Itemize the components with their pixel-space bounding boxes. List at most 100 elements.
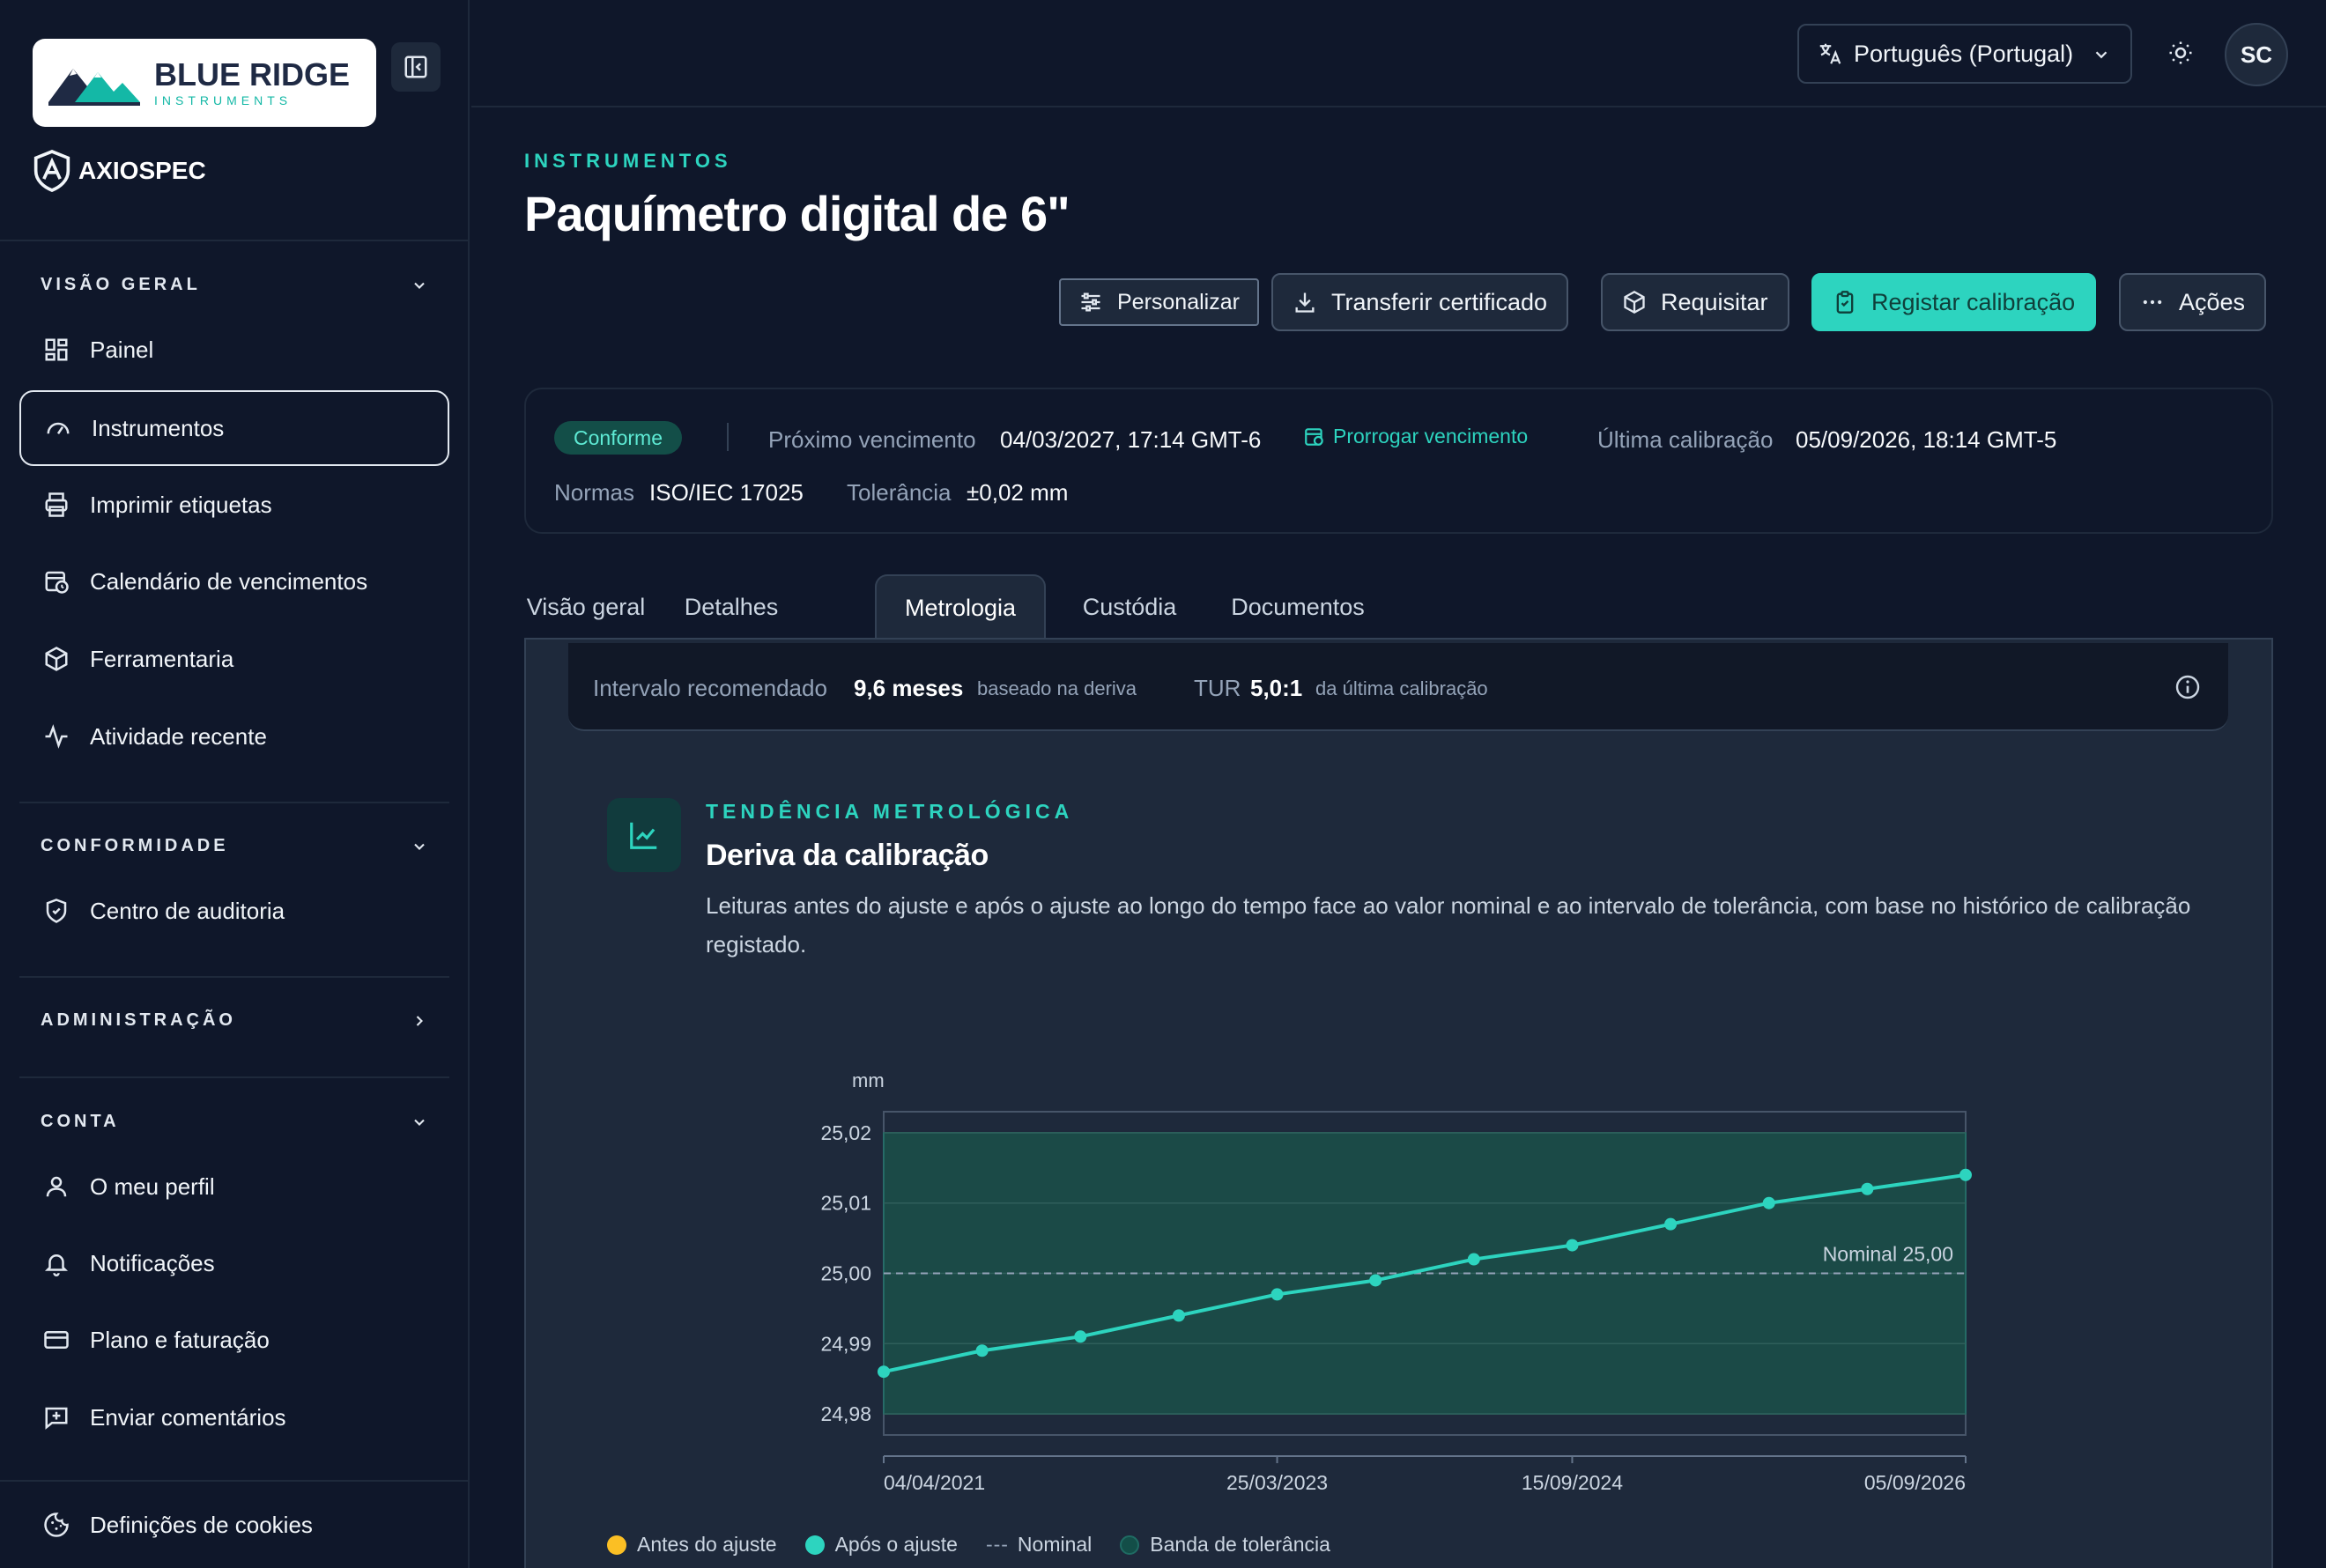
section-toggle-compliance[interactable]: CONFORMIDADE (41, 836, 428, 856)
shield-check-icon (41, 895, 72, 927)
cookie-icon (41, 1509, 72, 1541)
credit-card-icon (41, 1324, 72, 1356)
x-tick-label: 15/09/2024 (1522, 1471, 1623, 1494)
product-name: AXIOSPEC (78, 157, 206, 184)
interval-label: Intervalo recomendado (593, 675, 827, 701)
info-icon[interactable] (2174, 673, 2202, 701)
sidebar-item-comentarios[interactable]: Enviar comentários (19, 1379, 449, 1455)
tab-bar: Visão geral Detalhes Metrologia Custódia… (524, 574, 2273, 640)
sidebar-item-label: Ferramentaria (90, 645, 234, 672)
divider (19, 976, 449, 978)
button-label: Requisitar (1661, 288, 1768, 315)
sidebar-item-imprimir[interactable]: Imprimir etiquetas (19, 467, 449, 543)
theme-toggle-button[interactable] (2163, 35, 2198, 70)
package-icon (41, 643, 72, 675)
activity-icon (41, 721, 72, 752)
legend-label: Nominal (1017, 1533, 1093, 1556)
legend-swatch (1120, 1535, 1140, 1555)
sidebar-item-instrumentos[interactable]: Instrumentos (19, 390, 449, 466)
breadcrumb[interactable]: INSTRUMENTOS (524, 150, 732, 172)
chevron-down-icon (414, 282, 425, 289)
last-calibration-label: Última calibração (1597, 426, 1774, 453)
sidebar-item-cookies[interactable]: Definições de cookies (19, 1487, 449, 1563)
sidebar-item-ferramentaria[interactable]: Ferramentaria (19, 621, 449, 697)
calendar-clock-icon (41, 566, 72, 597)
sun-icon (2169, 41, 2192, 64)
y-tick-label: 25,01 (820, 1192, 871, 1215)
sidebar-item-painel[interactable]: Painel (19, 312, 449, 388)
sidebar-item-notificacoes[interactable]: Notificações (19, 1225, 449, 1301)
legend-label: Antes do ajuste (637, 1533, 777, 1556)
divider (19, 1076, 449, 1078)
brand-name: BLUE RIDGE (154, 56, 351, 92)
sidebar-item-label: Centro de auditoria (90, 897, 285, 924)
collapse-sidebar-button[interactable] (391, 42, 441, 92)
section-title: CONTA (41, 1112, 120, 1131)
legend-item-after[interactable]: Após o ajuste (804, 1533, 958, 1557)
sidebar-item-label: Plano e faturação (90, 1326, 270, 1353)
tab-metrologia[interactable]: Metrologia (875, 574, 1046, 640)
tab-documentos[interactable]: Documentos (1231, 593, 1365, 620)
avatar[interactable]: SC (2225, 23, 2288, 86)
y-tick-label: 25,00 (820, 1262, 871, 1285)
brand-logo[interactable]: BLUE RIDGE INSTRUMENTS (33, 39, 376, 127)
divider (0, 240, 470, 241)
product-logo: AXIOSPEC (33, 150, 206, 192)
legend-item-band[interactable]: Banda de tolerância (1120, 1533, 1330, 1557)
metrology-panel: Intervalo recomendado 9,6 meses baseado … (524, 638, 2273, 1568)
calendar-clock-icon (1305, 427, 1323, 446)
chevron-down-icon (2095, 51, 2107, 59)
tolerance-value: ±0,02 mm (967, 479, 1069, 506)
sidebar-item-label: Instrumentos (92, 414, 225, 441)
sidebar-item-label: Imprimir etiquetas (90, 491, 272, 518)
sidebar-item-calendario[interactable]: Calendário de vencimentos (19, 544, 449, 619)
data-point (1861, 1182, 1874, 1195)
section-toggle-overview[interactable]: VISÃO GERAL (41, 275, 428, 295)
data-point (1270, 1288, 1284, 1301)
extend-due-link[interactable]: Prorrogar vencimento (1303, 425, 1528, 448)
data-point (1566, 1239, 1579, 1252)
nominal-label: Nominal 25,00 (1823, 1243, 1953, 1266)
sidebar-item-label: Calendário de vencimentos (90, 567, 368, 595)
more-actions-button[interactable]: Ações (2119, 273, 2267, 331)
tab-visao-geral[interactable]: Visão geral (526, 593, 646, 620)
button-label: Personalizar (1117, 289, 1240, 314)
request-button[interactable]: Requisitar (1601, 273, 1789, 331)
register-calibration-button[interactable]: Registar calibração (1811, 273, 2097, 331)
data-point (1467, 1253, 1480, 1266)
legend-label: Banda de tolerância (1150, 1533, 1330, 1556)
legend-swatch (607, 1535, 626, 1555)
clipboard-check-icon (1833, 290, 1857, 314)
instrument-summary: Conforme Próximo vencimento 04/03/2027, … (524, 388, 2273, 534)
sidebar-item-label: O meu perfil (90, 1172, 215, 1200)
sidebar-item-faturacao[interactable]: Plano e faturação (19, 1302, 449, 1378)
series-line (883, 1172, 1967, 1374)
sidebar-item-label: Painel (90, 336, 154, 363)
sidebar-item-perfil[interactable]: O meu perfil (19, 1149, 449, 1224)
legend-item-before[interactable]: Antes do ajuste (607, 1533, 777, 1557)
standards-label: Normas (554, 479, 635, 506)
dashboard-icon (41, 334, 72, 366)
trend-description: Leituras antes do ajuste e após o ajuste… (706, 892, 2191, 958)
chevron-down-icon (414, 1119, 425, 1126)
legend-item-nominal[interactable]: --- Nominal (986, 1533, 1092, 1557)
x-tick-label: 04/04/2021 (884, 1471, 985, 1494)
data-point (878, 1365, 890, 1379)
customize-button[interactable]: Personalizar (1059, 278, 1259, 326)
language-select[interactable]: Português (Portugal) (1797, 24, 2132, 84)
tab-detalhes[interactable]: Detalhes (684, 593, 779, 620)
section-toggle-admin[interactable]: ADMINISTRAÇÃO (41, 1010, 428, 1031)
sidebar-item-atividade[interactable]: Atividade recente (19, 699, 449, 774)
download-certificate-button[interactable]: Transferir certificado (1271, 273, 1569, 331)
data-point (1172, 1309, 1185, 1322)
interval-bar: Intervalo recomendado 9,6 meses baseado … (568, 643, 2228, 731)
user-icon (41, 1171, 72, 1202)
more-horizontal-icon (2140, 290, 2165, 314)
x-tick-label: 05/09/2026 (1864, 1471, 1966, 1494)
sidebar-item-auditoria[interactable]: Centro de auditoria (19, 873, 449, 949)
page-title: Paquímetro digital de 6" (524, 186, 1070, 241)
data-point (1074, 1330, 1087, 1343)
shield-logo-icon (33, 150, 70, 192)
tab-custodia[interactable]: Custódia (1082, 593, 1177, 620)
section-toggle-account[interactable]: CONTA (41, 1112, 428, 1132)
